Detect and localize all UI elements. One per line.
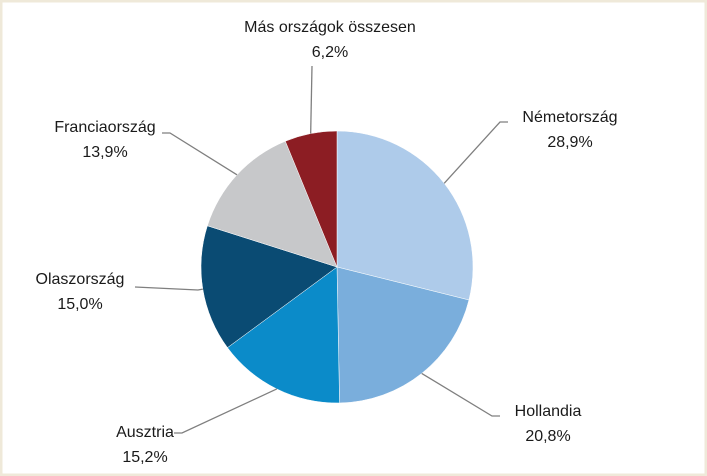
slice-label: Más országok összesen (244, 19, 416, 36)
leader-line (421, 372, 500, 417)
pie-slice (336, 266, 470, 404)
slice-label: Olaszország (36, 271, 125, 288)
slice-label: Hollandia (515, 403, 582, 420)
leader-line (162, 132, 238, 176)
slice-value-label: 20,8% (525, 428, 570, 445)
pie-slice (207, 140, 338, 268)
leader-line (134, 286, 203, 291)
slice-value-label: 13,9% (82, 144, 127, 161)
slice-value-label: 28,9% (547, 134, 592, 151)
pie-slice (336, 130, 474, 301)
leader-line (443, 121, 508, 184)
slice-value-label: 6,2% (312, 44, 348, 61)
slice-label: Németország (522, 109, 617, 126)
slice-label: Ausztria (116, 424, 174, 441)
slice-label: Franciaország (54, 119, 155, 136)
leader-line (310, 65, 313, 134)
slice-value-label: 15,2% (122, 449, 167, 466)
leader-line (174, 388, 278, 434)
slice-value-label: 15,0% (57, 296, 102, 313)
